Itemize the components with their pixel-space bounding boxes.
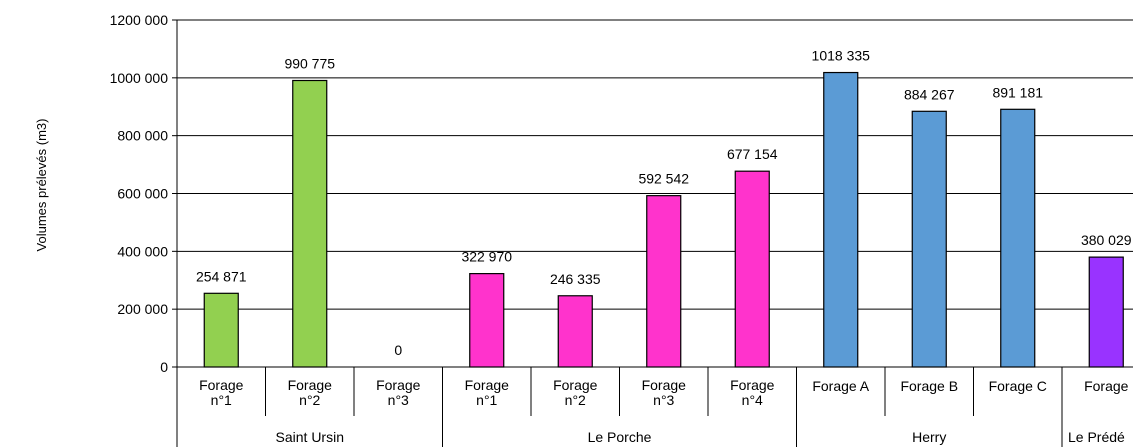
category-label: Forage A bbox=[812, 378, 869, 394]
y-tick-label: 1000 000 bbox=[110, 70, 169, 86]
bar bbox=[469, 273, 505, 368]
bar bbox=[1000, 108, 1036, 368]
data-label: 677 154 bbox=[727, 146, 778, 162]
category-label-line: Forage bbox=[199, 377, 244, 393]
data-label: 1018 335 bbox=[812, 48, 871, 64]
bar bbox=[557, 295, 593, 368]
y-tick-labels: 0 200 000 400 000 600 000 800 000 1000 000 120… bbox=[110, 12, 169, 375]
y-tick-label: 800 000 bbox=[117, 128, 168, 144]
category-label-line: n°3 bbox=[653, 392, 674, 408]
category-label: Forage n°3 bbox=[642, 377, 687, 408]
data-label: 322 970 bbox=[461, 249, 512, 265]
category-label-line: Forage bbox=[553, 377, 598, 393]
category-label-line: n°2 bbox=[565, 392, 586, 408]
data-label: 884 267 bbox=[904, 86, 955, 102]
category-label-line: Forage bbox=[730, 377, 775, 393]
group-label: Le Porche bbox=[588, 429, 652, 445]
bar bbox=[1088, 256, 1124, 368]
y-tick-label: 400 000 bbox=[117, 243, 168, 259]
bar bbox=[203, 292, 239, 368]
data-label: 891 181 bbox=[992, 84, 1043, 100]
bar bbox=[292, 79, 328, 368]
bar bbox=[734, 170, 770, 368]
group-label: Le Prédé bbox=[1068, 429, 1125, 445]
category-label: Forage n°4 bbox=[730, 377, 775, 408]
category-label-line: Forage bbox=[376, 377, 421, 393]
category-label: Forage n°1 bbox=[199, 377, 244, 408]
y-tick-label: 600 000 bbox=[117, 186, 168, 202]
category-label-line: Forage C bbox=[989, 378, 1047, 394]
category-label: Forage B bbox=[900, 378, 958, 394]
category-label: Forage n°3 bbox=[376, 377, 421, 408]
category-label: Forage n°1 bbox=[465, 377, 510, 408]
group-label: Saint Ursin bbox=[276, 429, 344, 445]
bar bbox=[911, 110, 947, 368]
data-label: 254 871 bbox=[196, 268, 247, 284]
category-label-line: Forage B bbox=[900, 378, 958, 394]
category-label-line: n°4 bbox=[742, 392, 763, 408]
data-label: 0 bbox=[394, 342, 402, 358]
gridlines bbox=[177, 19, 1133, 310]
bar bbox=[646, 195, 682, 368]
data-labels: 254 871 990 775 0 322 970 246 335 592 542 677 … bbox=[196, 48, 1132, 358]
category-label-line: Forage bbox=[288, 377, 333, 393]
y-tick-label: 1200 000 bbox=[110, 12, 169, 28]
group-label: Herry bbox=[912, 429, 946, 445]
bar bbox=[823, 71, 859, 368]
category-label-line: Forage bbox=[465, 377, 510, 393]
category-label: Forage n°2 bbox=[553, 377, 598, 408]
data-label: 246 335 bbox=[550, 271, 601, 287]
y-tick-label: 200 000 bbox=[117, 301, 168, 317]
category-label-line: Forage bbox=[642, 377, 687, 393]
data-label: 592 542 bbox=[638, 171, 689, 187]
data-label: 990 775 bbox=[284, 56, 335, 72]
category-label-line: Forage bbox=[1084, 378, 1129, 394]
category-label-line: n°1 bbox=[476, 392, 497, 408]
data-label: 380 029 bbox=[1081, 232, 1132, 248]
y-tick-label: 0 bbox=[160, 359, 168, 375]
category-label-line: Forage A bbox=[812, 378, 869, 394]
y-axis-label: Volumes prélevés (m3) bbox=[34, 119, 49, 252]
category-label: Forage C bbox=[989, 378, 1047, 394]
bars bbox=[203, 71, 1124, 368]
category-label-line: n°2 bbox=[299, 392, 320, 408]
category-label-line: n°3 bbox=[388, 392, 409, 408]
category-label: Forage bbox=[1084, 378, 1129, 394]
category-label: Forage n°2 bbox=[288, 377, 333, 408]
category-label-line: n°1 bbox=[211, 392, 232, 408]
